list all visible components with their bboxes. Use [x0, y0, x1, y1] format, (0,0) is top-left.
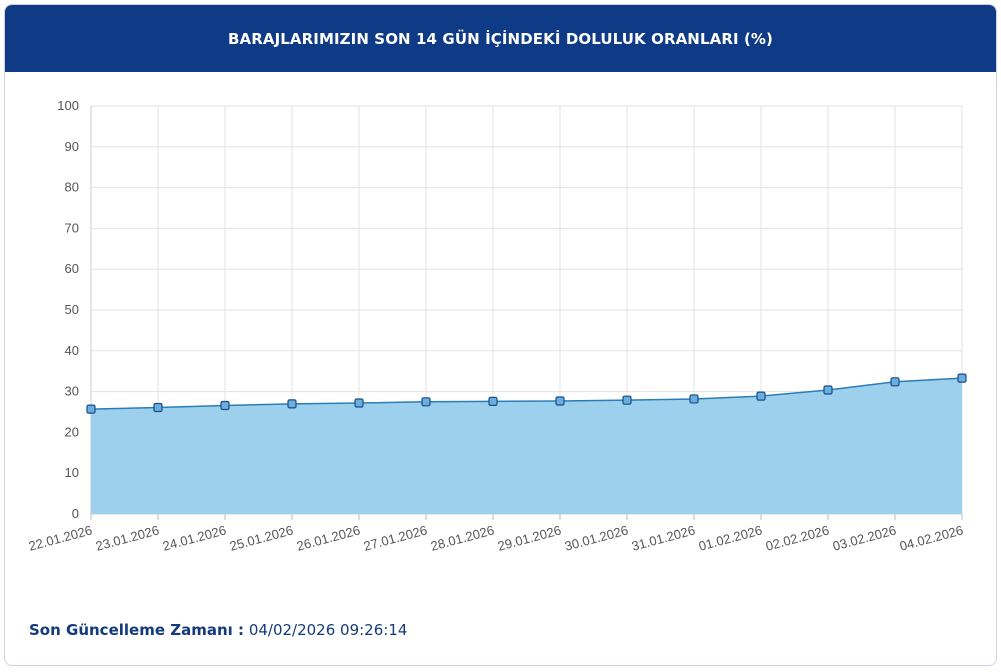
- x-tick-label: 03.02.2026: [831, 522, 898, 553]
- card-title: BARAJLARIMIZIN SON 14 GÜN İÇİNDEKİ DOLUL…: [5, 5, 996, 72]
- y-tick-label: 20: [65, 424, 79, 439]
- y-tick-label: 50: [65, 302, 79, 317]
- x-tick-label: 31.01.2026: [630, 522, 697, 553]
- marker: [220, 400, 230, 411]
- x-tick-label: 01.02.2026: [697, 522, 764, 553]
- area: [91, 378, 962, 514]
- x-tick-label: 22.01.2026: [27, 522, 94, 553]
- marker: [622, 395, 632, 405]
- marker: [890, 377, 900, 387]
- y-tick-label: 40: [65, 343, 79, 358]
- y-tick-label: 10: [65, 465, 79, 480]
- y-tick-label: 60: [65, 261, 79, 276]
- marker: [354, 398, 364, 408]
- marker: [957, 373, 967, 383]
- x-tick-label: 24.01.2026: [161, 522, 228, 553]
- y-tick-label: 100: [57, 98, 79, 113]
- x-tick-label: 26.01.2026: [295, 522, 362, 553]
- x-tick-label: 02.02.2026: [764, 522, 831, 553]
- x-tick-label: 28.01.2026: [429, 522, 496, 553]
- y-tick-label: 0: [72, 506, 79, 521]
- card: BARAJLARIMIZIN SON 14 GÜN İÇİNDEKİ DOLUL…: [4, 4, 997, 666]
- update-label: Son Güncelleme Zamanı :: [29, 621, 245, 639]
- x-tick-label: 29.01.2026: [496, 522, 563, 553]
- update-time: Son Güncelleme Zamanı : 04/02/2026 09:26…: [29, 621, 407, 639]
- x-tick-label: 27.01.2026: [362, 522, 429, 553]
- marker: [689, 394, 699, 404]
- y-tick-label: 80: [65, 180, 79, 195]
- x-tick-label: 04.02.2026: [898, 522, 965, 553]
- x-tick-label: 30.01.2026: [563, 522, 630, 553]
- marker: [823, 385, 833, 395]
- x-tick-label: 25.01.2026: [228, 522, 295, 553]
- marker: [287, 399, 297, 409]
- x-tick-label: 23.01.2026: [94, 522, 161, 553]
- marker: [153, 402, 163, 413]
- y-tick-label: 70: [65, 220, 79, 235]
- update-value: 04/02/2026 09:26:14: [248, 621, 408, 639]
- y-tick-label: 90: [65, 139, 79, 154]
- marker: [756, 391, 766, 401]
- line: [90, 377, 963, 410]
- marker: [86, 404, 96, 414]
- marker: [488, 396, 498, 406]
- y-tick-label: 30: [65, 384, 79, 399]
- marker: [421, 397, 431, 407]
- marker: [555, 396, 565, 406]
